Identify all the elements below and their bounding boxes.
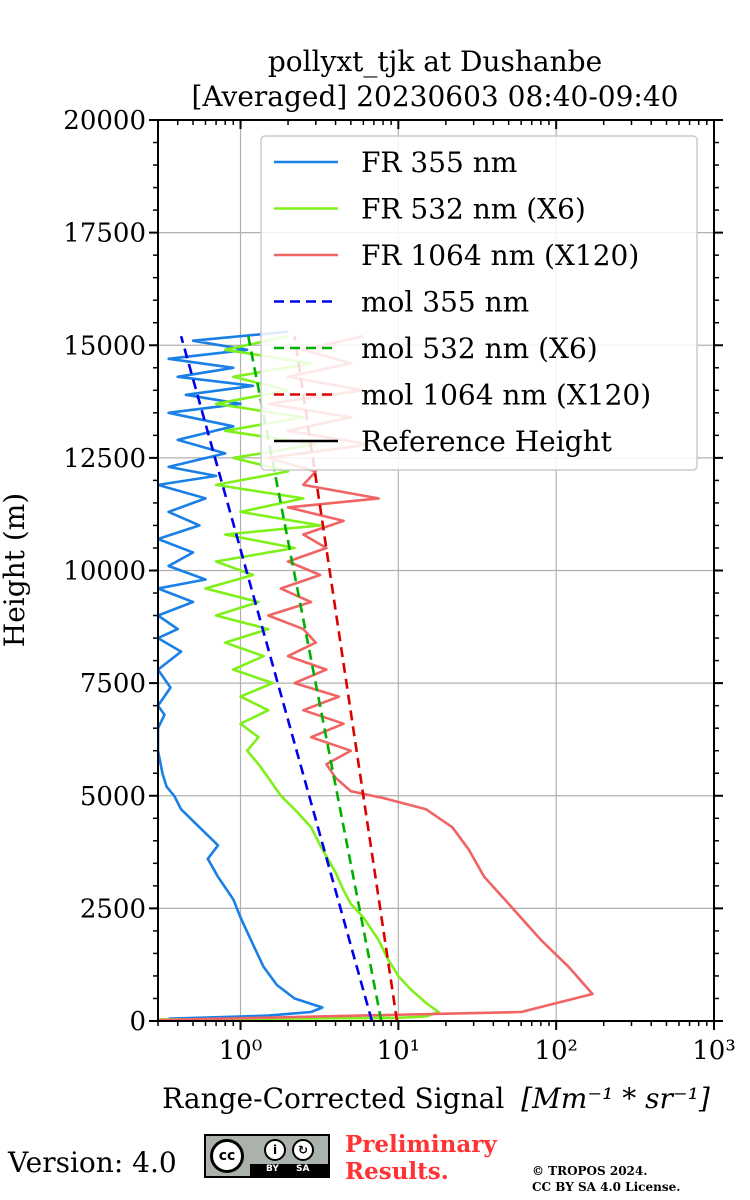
- copyright-notice: © TROPOS 2024. CC BY SA 4.0 License.: [532, 1163, 747, 1195]
- y-tick-label: 15000: [63, 331, 146, 361]
- copyright-line1: © TROPOS 2024.: [532, 1164, 648, 1178]
- y-tick-label: 12500: [63, 444, 146, 474]
- y-tick-label: 0: [129, 1007, 146, 1037]
- legend-label-2: FR 1064 nm (X120): [361, 239, 639, 272]
- series-line-0: [158, 330, 324, 1020]
- axis-tick-labels: 10⁰ 10¹ 10² 10³ 0 2500 5000 7500 10000 12500 15000…: [63, 106, 735, 1066]
- y-axis-label: Height (m): [0, 493, 31, 647]
- preliminary-results-label: Preliminary Results.: [345, 1131, 525, 1185]
- x-tick-label: 10⁰: [219, 1036, 263, 1066]
- preliminary-line1: Preliminary: [345, 1131, 497, 1158]
- copyright-line2: CC BY SA 4.0 License.: [532, 1180, 681, 1194]
- legend-label-0: FR 355 nm: [361, 146, 517, 179]
- chart-title-line2: [Averaged] 20230603 08:40-09:40: [192, 80, 679, 113]
- y-tick-label: 5000: [80, 782, 146, 812]
- license-strip: BY SA: [250, 1164, 328, 1176]
- legend-label-1: FR 532 nm (X6): [361, 193, 586, 226]
- y-tick-label: 20000: [63, 106, 146, 136]
- person-icon: i: [264, 1139, 286, 1161]
- cc-circle-icon: cc: [210, 1139, 244, 1173]
- axis-ticks: [149, 119, 723, 1030]
- x-tick-label: 10³: [692, 1036, 736, 1066]
- x-axis-label: Range-Corrected Signal [Mm⁻¹ * sr⁻¹]: [162, 1082, 710, 1115]
- y-tick-label: 10000: [63, 557, 146, 587]
- preliminary-line2: Results.: [345, 1158, 449, 1185]
- legend-label-3: mol 355 nm: [361, 286, 529, 319]
- share-alike-icon: ↻: [292, 1139, 314, 1161]
- x-axis-label-text: Range-Corrected Signal: [162, 1082, 504, 1115]
- y-tick-label: 17500: [63, 219, 146, 249]
- x-tick-label: 10¹: [377, 1036, 421, 1066]
- legend-label-5: mol 1064 nm (X120): [361, 379, 651, 412]
- sa-label: SA: [296, 1164, 310, 1174]
- chart-title-line1: pollyxt_tjk at Dushanbe: [268, 45, 602, 78]
- legend-label-4: mol 532 nm (X6): [361, 332, 598, 365]
- version-label: Version: 4.0: [8, 1146, 177, 1179]
- by-label: BY: [266, 1164, 279, 1174]
- y-tick-label: 2500: [80, 894, 146, 924]
- x-axis-label-unit: [Mm⁻¹ * sr⁻¹]: [521, 1082, 710, 1115]
- lidar-profile-chart: pollyxt_tjk at Dushanbe [Averaged] 20230…: [0, 45, 736, 1115]
- legend-box: [260, 135, 698, 471]
- chart-legend: FR 355 nm FR 532 nm (X6) FR 1064 nm (X120)…: [260, 135, 698, 471]
- cc-by-sa-icon: cc i ↻ BY SA: [204, 1134, 330, 1178]
- series-line-3: [179, 335, 374, 1021]
- x-tick-label: 10²: [534, 1036, 578, 1066]
- y-tick-label: 7500: [80, 669, 146, 699]
- legend-label-6: Reference Height: [361, 425, 613, 458]
